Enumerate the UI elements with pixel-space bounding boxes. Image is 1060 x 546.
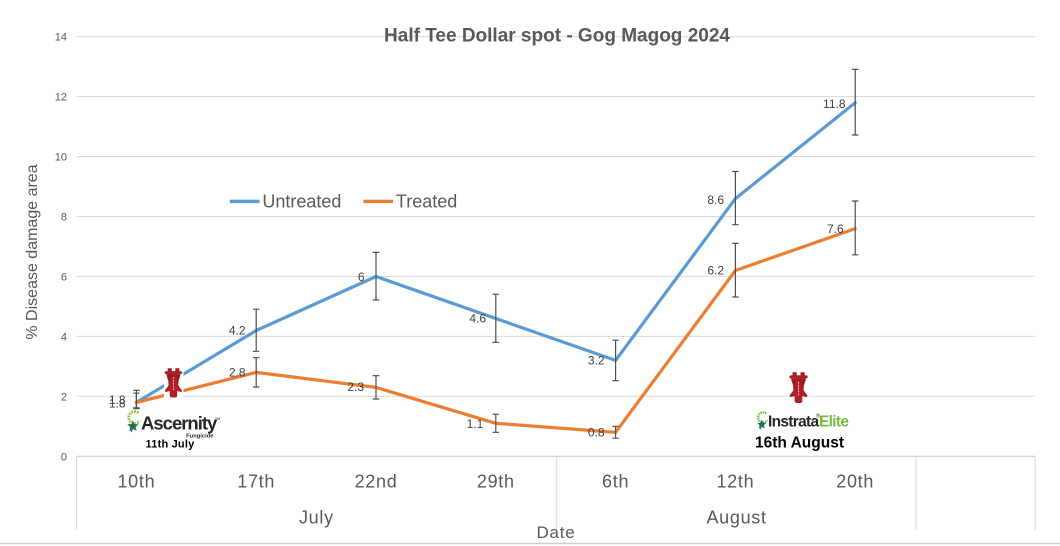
svg-text:29th: 29th — [477, 472, 515, 492]
svg-text:™: ™ — [215, 417, 221, 424]
svg-text:16th August: 16th August — [755, 435, 844, 452]
svg-text:®: ® — [816, 413, 820, 420]
svg-text:2.3: 2.3 — [347, 380, 364, 394]
svg-text:6: 6 — [61, 271, 67, 283]
svg-text:0.8: 0.8 — [588, 426, 605, 440]
svg-text:1.1: 1.1 — [467, 417, 484, 431]
svg-text:6: 6 — [358, 270, 365, 284]
svg-text:2: 2 — [61, 391, 67, 403]
svg-text:11th July: 11th July — [146, 438, 196, 450]
svg-text:Date: Date — [536, 523, 575, 542]
svg-text:11.8: 11.8 — [823, 97, 846, 111]
svg-text:12: 12 — [55, 92, 67, 104]
svg-text:8.6: 8.6 — [707, 193, 724, 207]
svg-text:July: July — [299, 507, 334, 527]
svg-text:10: 10 — [55, 152, 67, 164]
svg-text:4: 4 — [61, 331, 67, 343]
svg-text:1.8: 1.8 — [109, 393, 126, 407]
svg-text:Fungicide: Fungicide — [186, 434, 214, 440]
svg-text:17th: 17th — [237, 472, 275, 492]
svg-text:4.6: 4.6 — [469, 312, 486, 326]
svg-text:10th: 10th — [117, 472, 155, 492]
svg-text:Treated: Treated — [396, 191, 457, 211]
svg-text:6th: 6th — [602, 472, 629, 492]
svg-text:Elite: Elite — [819, 414, 849, 431]
svg-text:Instrata: Instrata — [768, 414, 819, 431]
svg-text:20th: 20th — [836, 472, 874, 492]
svg-text:3.2: 3.2 — [588, 354, 605, 368]
svg-text:12th: 12th — [716, 472, 754, 492]
svg-text:4.2: 4.2 — [229, 324, 246, 338]
svg-text:8: 8 — [61, 212, 67, 224]
svg-text:6.2: 6.2 — [707, 264, 724, 278]
svg-text:14: 14 — [55, 32, 67, 44]
svg-text:7.6: 7.6 — [827, 222, 844, 236]
svg-text:2.8: 2.8 — [229, 366, 246, 380]
svg-text:Half Tee Dollar spot - Gog Mag: Half Tee Dollar spot - Gog Magog 2024 — [384, 26, 730, 47]
svg-text:Ascernity: Ascernity — [141, 413, 218, 434]
svg-text:0: 0 — [61, 451, 67, 463]
svg-text:% Disease damage area: % Disease damage area — [24, 164, 41, 339]
svg-text:22nd: 22nd — [355, 472, 398, 492]
svg-text:August: August — [706, 507, 766, 527]
svg-text:1.8: 1.8 — [109, 396, 126, 410]
svg-text:Untreated: Untreated — [262, 191, 341, 211]
